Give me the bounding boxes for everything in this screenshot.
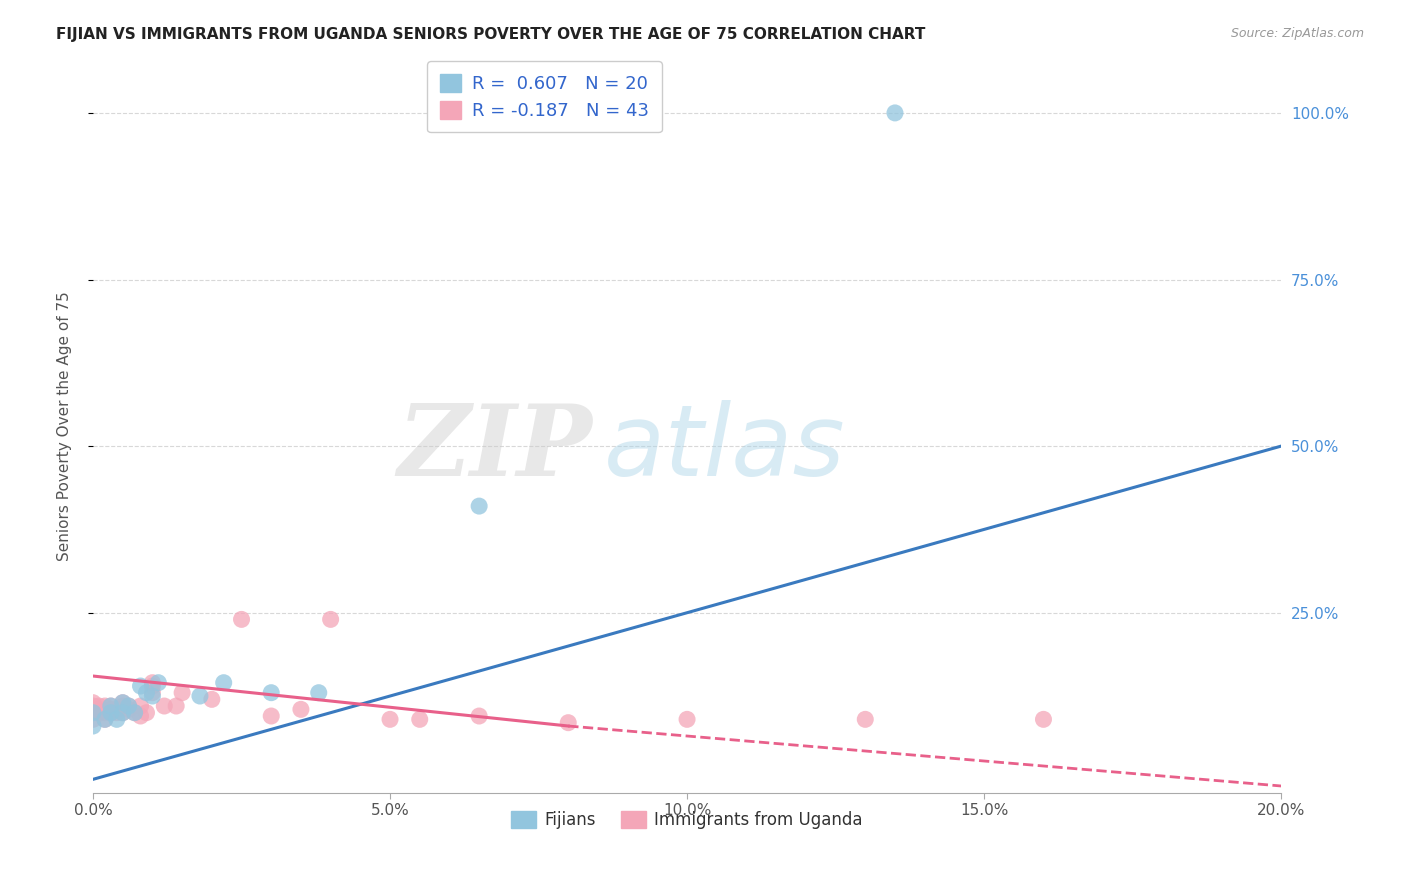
Point — [153, 699, 176, 714]
Point — [378, 712, 401, 726]
Point — [105, 712, 128, 726]
Text: atlas: atlas — [605, 400, 845, 497]
Point — [105, 702, 128, 716]
Point — [82, 702, 104, 716]
Point — [676, 712, 699, 726]
Point — [260, 686, 283, 700]
Point — [82, 719, 104, 733]
Point — [100, 699, 122, 714]
Text: ZIP: ZIP — [396, 400, 592, 496]
Point — [141, 686, 163, 700]
Point — [100, 706, 122, 720]
Point — [124, 706, 146, 720]
Point — [165, 699, 187, 714]
Point — [100, 702, 122, 716]
Point — [87, 699, 110, 714]
Point — [100, 706, 122, 720]
Text: FIJIAN VS IMMIGRANTS FROM UGANDA SENIORS POVERTY OVER THE AGE OF 75 CORRELATION : FIJIAN VS IMMIGRANTS FROM UGANDA SENIORS… — [56, 27, 925, 42]
Point — [468, 499, 491, 513]
Point — [100, 699, 122, 714]
Point — [124, 706, 146, 720]
Point — [201, 692, 224, 706]
Point — [853, 712, 876, 726]
Point — [1032, 712, 1054, 726]
Point — [557, 715, 579, 730]
Point — [94, 712, 117, 726]
Point — [94, 699, 117, 714]
Point — [135, 686, 157, 700]
Point — [111, 706, 134, 720]
Point — [82, 699, 104, 714]
Point — [87, 702, 110, 716]
Point — [118, 702, 141, 716]
Point — [94, 706, 117, 720]
Point — [319, 612, 342, 626]
Point — [87, 706, 110, 720]
Point — [148, 675, 170, 690]
Point — [172, 686, 194, 700]
Point — [82, 706, 104, 720]
Point — [111, 696, 134, 710]
Point — [82, 706, 104, 720]
Point — [111, 706, 134, 720]
Point — [118, 699, 141, 714]
Point — [129, 709, 152, 723]
Point — [141, 679, 163, 693]
Point — [290, 702, 312, 716]
Point — [468, 709, 491, 723]
Point — [141, 675, 163, 690]
Y-axis label: Seniors Poverty Over the Age of 75: Seniors Poverty Over the Age of 75 — [58, 292, 72, 561]
Point — [82, 696, 104, 710]
Point — [231, 612, 253, 626]
Point — [409, 712, 432, 726]
Point — [94, 712, 117, 726]
Point — [212, 675, 235, 690]
Point — [111, 696, 134, 710]
Point — [105, 706, 128, 720]
Legend: Fijians, Immigrants from Uganda: Fijians, Immigrants from Uganda — [505, 804, 869, 836]
Point — [884, 106, 907, 120]
Point — [82, 712, 104, 726]
Point — [141, 689, 163, 703]
Point — [260, 709, 283, 723]
Point — [135, 706, 157, 720]
Point — [188, 689, 211, 703]
Point — [129, 699, 152, 714]
Point — [308, 686, 330, 700]
Point — [111, 699, 134, 714]
Point — [129, 679, 152, 693]
Text: Source: ZipAtlas.com: Source: ZipAtlas.com — [1230, 27, 1364, 40]
Point — [118, 699, 141, 714]
